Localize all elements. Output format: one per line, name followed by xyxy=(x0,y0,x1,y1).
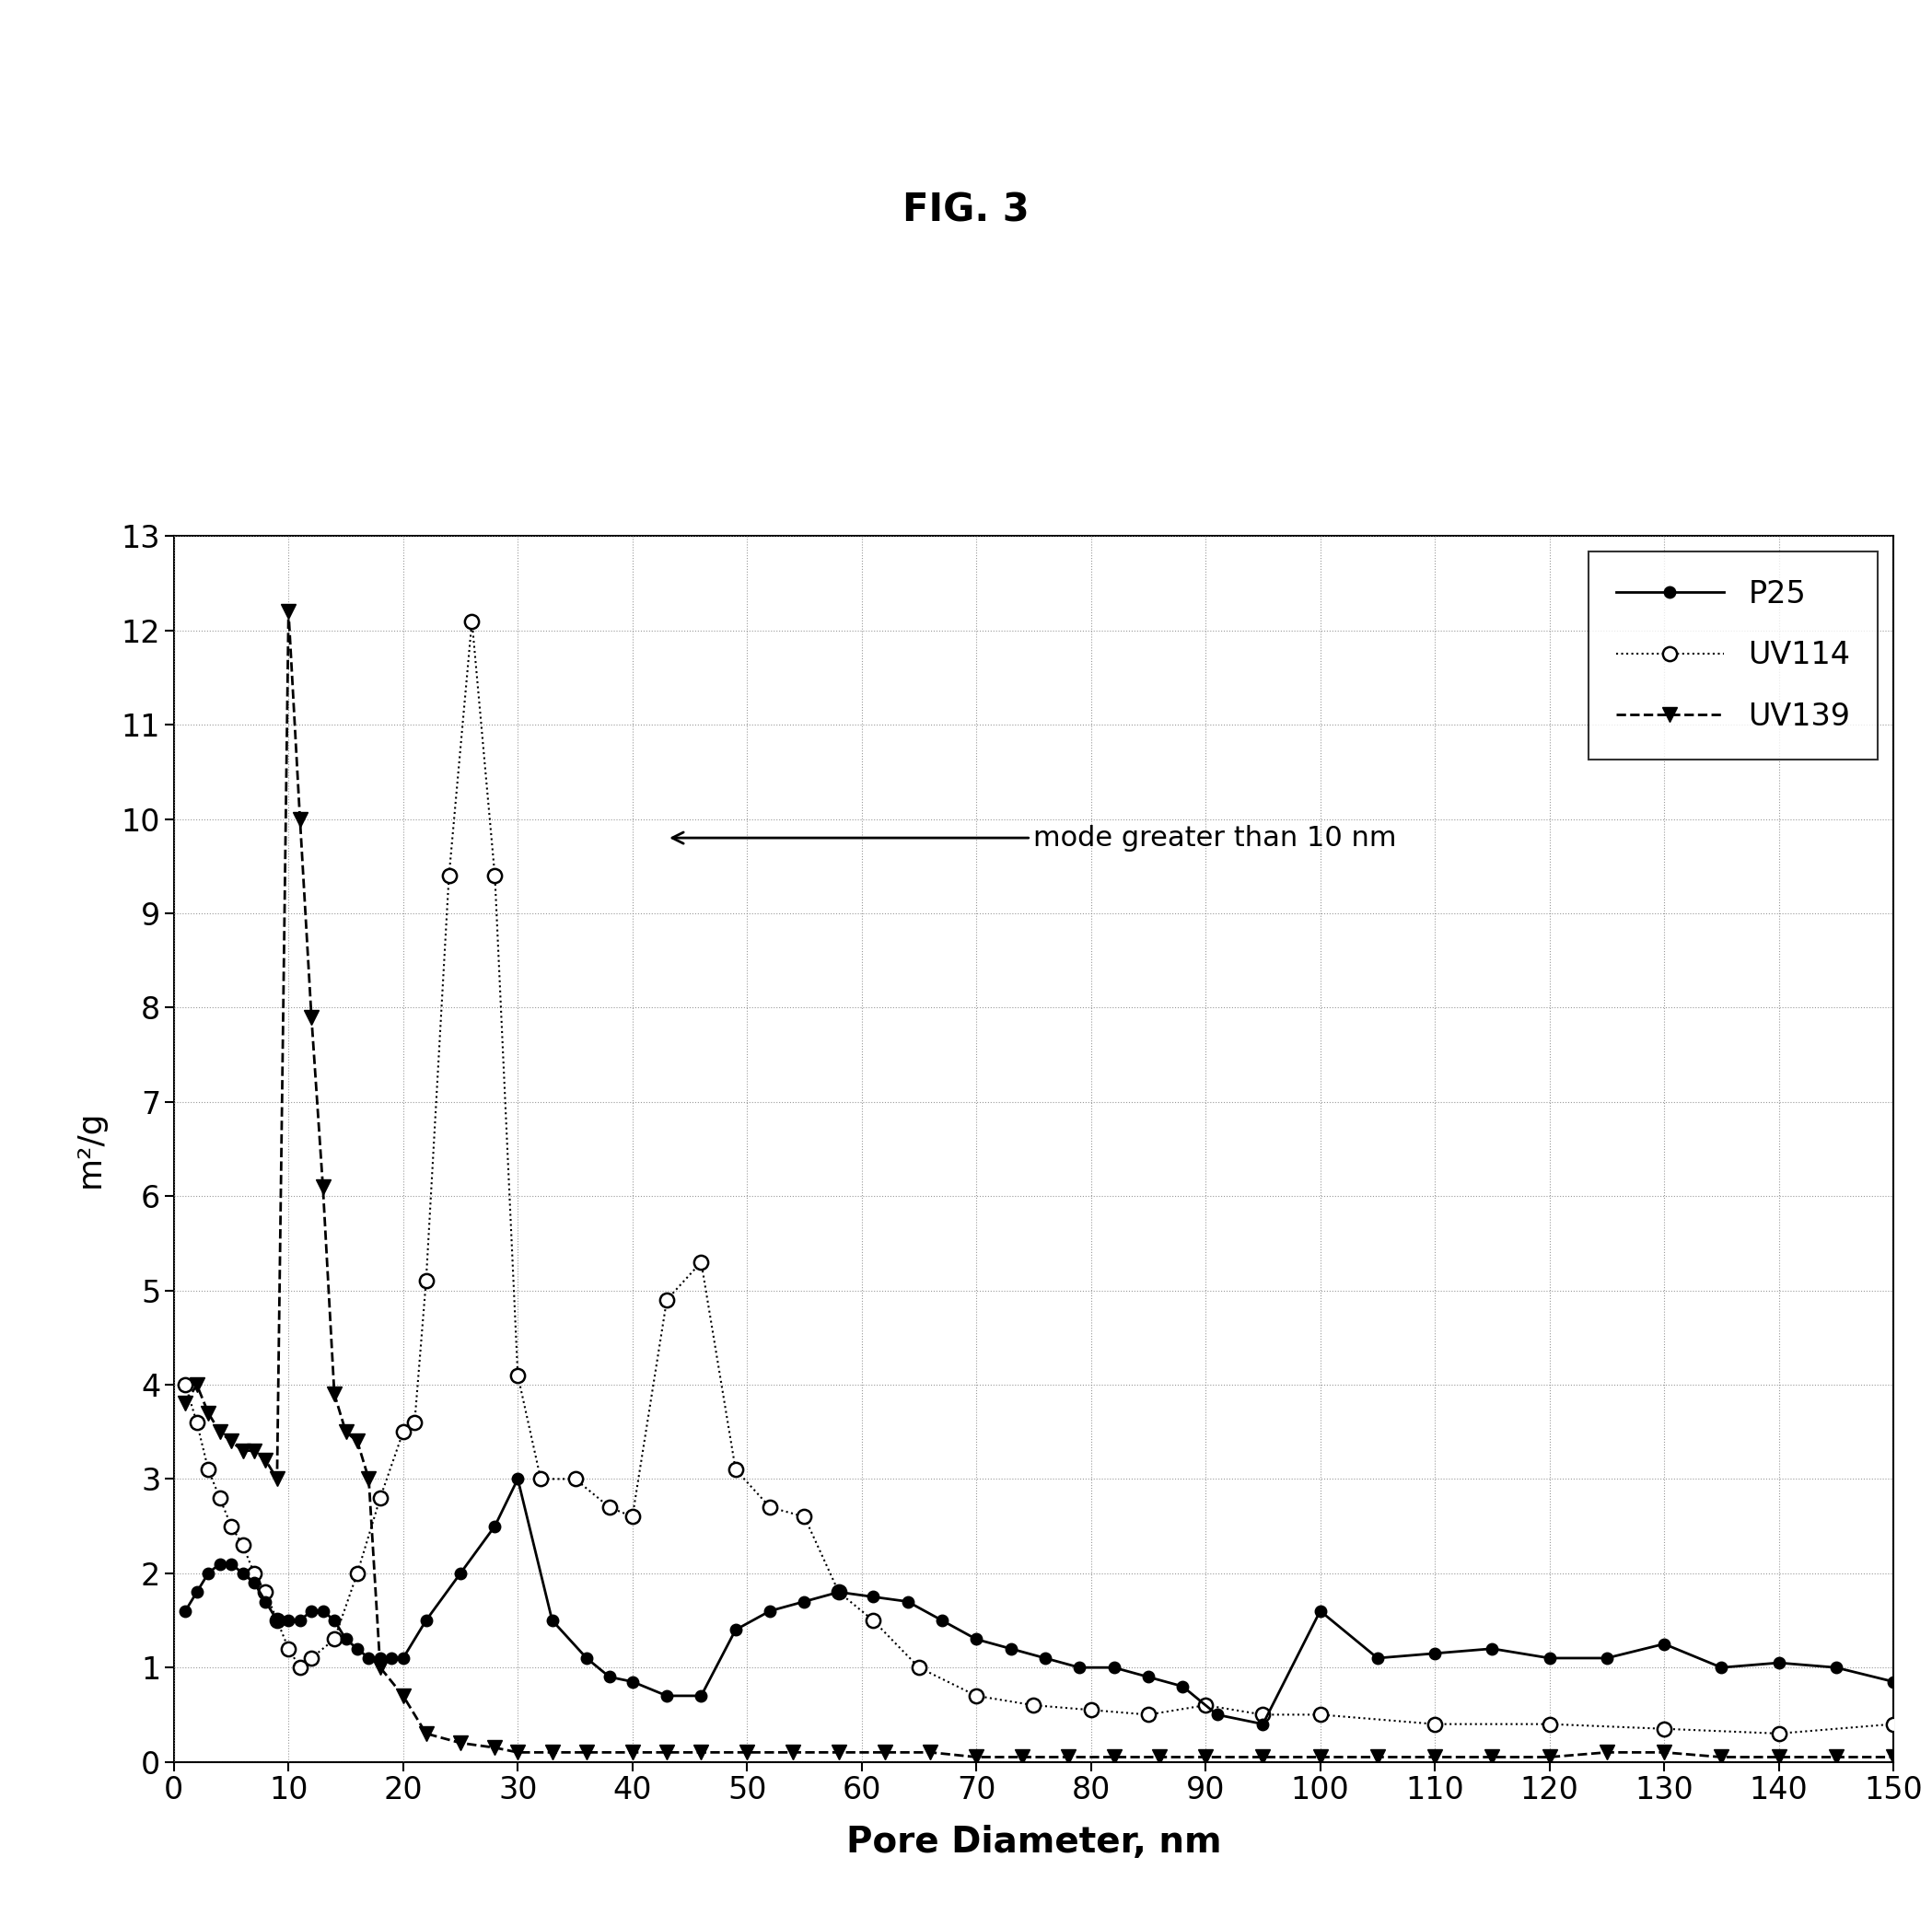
Text: mode greater than 10 nm: mode greater than 10 nm xyxy=(672,825,1397,852)
UV114 xyxy=(197,1457,220,1480)
P25 xyxy=(576,1647,599,1670)
UV114 xyxy=(460,609,483,632)
Line: P25: P25 xyxy=(180,1473,1899,1729)
UV114 xyxy=(253,1580,276,1603)
UV114 xyxy=(827,1580,850,1603)
UV114 xyxy=(1080,1699,1103,1722)
P25 xyxy=(1252,1712,1275,1735)
UV114 xyxy=(1882,1712,1905,1735)
UV139 xyxy=(174,1392,197,1415)
UV114 xyxy=(1136,1702,1159,1725)
P25 xyxy=(1034,1647,1057,1670)
UV139 xyxy=(1194,1746,1217,1769)
UV114 xyxy=(506,1363,529,1386)
UV114 xyxy=(220,1515,243,1538)
UV114 xyxy=(437,864,460,887)
Line: UV114: UV114 xyxy=(178,615,1901,1741)
UV114 xyxy=(243,1563,267,1586)
UV114 xyxy=(288,1656,311,1679)
UV114 xyxy=(299,1647,323,1670)
UV114 xyxy=(792,1505,815,1528)
Text: FIG. 3: FIG. 3 xyxy=(902,192,1030,230)
UV114 xyxy=(404,1411,427,1434)
UV139 xyxy=(369,1656,392,1679)
UV114 xyxy=(1308,1702,1331,1725)
P25 xyxy=(506,1467,529,1490)
UV114 xyxy=(1652,1718,1675,1741)
UV114 xyxy=(323,1628,346,1651)
UV114 xyxy=(1538,1712,1561,1735)
UV114 xyxy=(1252,1702,1275,1725)
UV114 xyxy=(369,1486,392,1509)
UV114 xyxy=(232,1534,255,1557)
P25 xyxy=(197,1563,220,1586)
UV114 xyxy=(346,1563,369,1586)
UV139 xyxy=(276,599,299,622)
UV114 xyxy=(483,864,506,887)
UV114 xyxy=(759,1496,782,1519)
UV114 xyxy=(964,1685,987,1708)
UV139 xyxy=(1057,1746,1080,1769)
P25 xyxy=(174,1599,197,1622)
UV139 xyxy=(1824,1746,1847,1769)
UV114 xyxy=(209,1486,232,1509)
P25 xyxy=(1882,1670,1905,1693)
P25 xyxy=(346,1637,369,1660)
Y-axis label: m²/g: m²/g xyxy=(75,1111,106,1187)
UV114 xyxy=(265,1609,288,1632)
P25 xyxy=(209,1553,232,1576)
UV114 xyxy=(1022,1693,1045,1716)
Legend: P25, UV114, UV139: P25, UV114, UV139 xyxy=(1588,552,1878,760)
Line: UV139: UV139 xyxy=(178,605,1901,1764)
UV114 xyxy=(908,1656,931,1679)
X-axis label: Pore Diameter, nm: Pore Diameter, nm xyxy=(846,1825,1221,1859)
UV139 xyxy=(1882,1746,1905,1769)
UV114 xyxy=(185,1411,209,1434)
UV114 xyxy=(529,1467,553,1490)
UV114 xyxy=(174,1373,197,1396)
UV114 xyxy=(655,1289,678,1312)
UV114 xyxy=(862,1609,885,1632)
UV114 xyxy=(1424,1712,1447,1735)
UV114 xyxy=(1194,1693,1217,1716)
UV114 xyxy=(690,1250,713,1273)
UV114 xyxy=(564,1467,587,1490)
UV114 xyxy=(597,1496,620,1519)
P25 xyxy=(1068,1656,1092,1679)
UV139 xyxy=(311,1176,334,1199)
UV139 xyxy=(964,1746,987,1769)
UV114 xyxy=(1768,1722,1791,1745)
UV139 xyxy=(357,1467,381,1490)
UV114 xyxy=(415,1270,439,1293)
UV114 xyxy=(724,1457,748,1480)
UV114 xyxy=(276,1637,299,1660)
UV114 xyxy=(620,1505,643,1528)
UV114 xyxy=(392,1421,415,1444)
